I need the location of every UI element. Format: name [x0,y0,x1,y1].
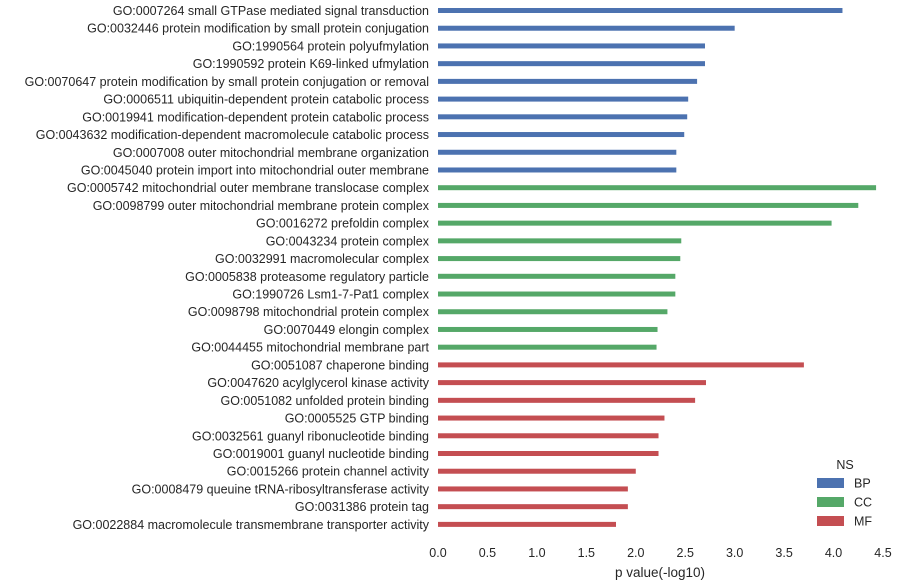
category-label: GO:0051082 unfolded protein binding [221,394,430,408]
bar-mf [438,486,628,492]
bar-cc [438,256,681,262]
legend-swatch-mf [817,516,844,526]
bar-cc [438,220,832,226]
bar-cc [438,326,658,332]
bar-bp [438,8,843,13]
legend-label-cc: CC [854,496,872,510]
bar-mf [438,415,665,421]
bar-cc [438,202,859,208]
category-label: GO:0031386 protein tag [295,500,429,514]
bar-bp [438,167,677,173]
bar-mf [438,397,696,403]
bar-cc [438,273,676,279]
category-label: GO:1990564 protein polyufmylation [232,39,429,53]
category-label: GO:0045040 protein import into mitochond… [81,163,429,177]
category-label: GO:0070449 elongin complex [264,323,430,337]
x-tick-label: 3.0 [726,546,743,560]
category-label: GO:0019001 guanyl nucleotide binding [213,447,429,461]
bar-mf [438,362,804,368]
category-label: GO:0008479 queuine tRNA-ribosyltransfera… [132,482,430,496]
x-tick-label: 0.5 [479,546,496,560]
bars-layer [438,8,877,527]
legend-label-mf: MF [854,515,872,529]
bar-bp [438,43,705,49]
legend-label-bp: BP [854,477,871,491]
x-tick-label: 1.0 [528,546,545,560]
category-label: GO:0051087 chaperone binding [251,358,429,372]
category-label: GO:0098798 mitochondrial protein complex [188,305,430,319]
category-label: GO:0006511 ubiquitin-dependent protein c… [103,93,429,107]
x-axis-ticks: 0.0 0.5 1.0 1.5 2.0 2.5 3.0 3.5 4.0 4.5 [429,546,891,560]
category-label: GO:0070647 protein modification by small… [25,75,429,89]
bar-mf [438,380,706,386]
category-label: GO:0005525 GTP binding [285,412,429,426]
category-label: GO:0019941 modification-dependent protei… [82,110,429,124]
category-label: GO:0098799 outer mitochondrial membrane … [93,199,430,213]
bar-bp [438,149,677,155]
legend-swatch-bp [817,478,844,488]
category-label: GO:0022884 macromolecule transmembrane t… [73,518,430,532]
x-axis-label: p value(-log10) [615,565,705,580]
bar-bp [438,25,735,31]
bar-bp [438,114,688,120]
bar-bp [438,96,689,102]
bar-mf [438,451,659,456]
bar-cc [438,185,877,191]
category-label: GO:0032446 protein modification by small… [87,22,429,36]
x-tick-label: 2.5 [677,546,694,560]
bar-mf [438,521,616,527]
legend-title: NS [836,458,853,472]
x-tick-label: 2.0 [627,546,644,560]
bar-bp [438,78,698,84]
category-label: GO:0015266 protein channel activity [227,465,430,479]
category-label: GO:1990726 Lsm1-7-Pat1 complex [232,288,429,302]
bar-mf [438,468,636,474]
category-label: GO:0044455 mitochondrial membrane part [191,341,429,355]
bar-bp [438,132,685,138]
category-label: GO:1990592 protein K69-linked ufmylation [193,57,429,71]
bar-cc [438,309,668,315]
category-label: GO:0016272 prefoldin complex [256,217,430,231]
x-tick-label: 3.5 [775,546,792,560]
bar-mf [438,504,628,510]
legend-swatch-cc [817,497,844,507]
x-tick-label: 0.0 [429,546,446,560]
category-label: GO:0005838 proteasome regulatory particl… [185,270,429,284]
x-tick-label: 4.0 [825,546,842,560]
bar-cc [438,344,657,350]
category-label: GO:0047620 acylglycerol kinase activity [207,376,429,390]
category-label: GO:0043632 modification-dependent macrom… [36,128,429,142]
x-tick-label: 1.5 [578,546,595,560]
bar-mf [438,433,659,439]
bar-cc [438,291,676,297]
category-labels: GO:0007264 small GTPase mediated signal … [25,4,430,532]
category-label: GO:0007008 outer mitochondrial membrane … [113,146,429,160]
category-label: GO:0032991 macromolecular complex [215,252,430,266]
category-label: GO:0043234 protein complex [266,234,430,248]
bar-bp [438,61,705,67]
legend-entries: BP CC MF [817,477,872,529]
category-label: GO:0005742 mitochondrial outer membrane … [67,181,430,195]
category-label: GO:0032561 guanyl ribonucleotide binding [192,429,429,443]
category-label: GO:0007264 small GTPase mediated signal … [113,4,429,18]
legend: NS BP CC MF [817,458,872,529]
bar-cc [438,238,682,244]
x-tick-label: 4.5 [874,546,891,560]
